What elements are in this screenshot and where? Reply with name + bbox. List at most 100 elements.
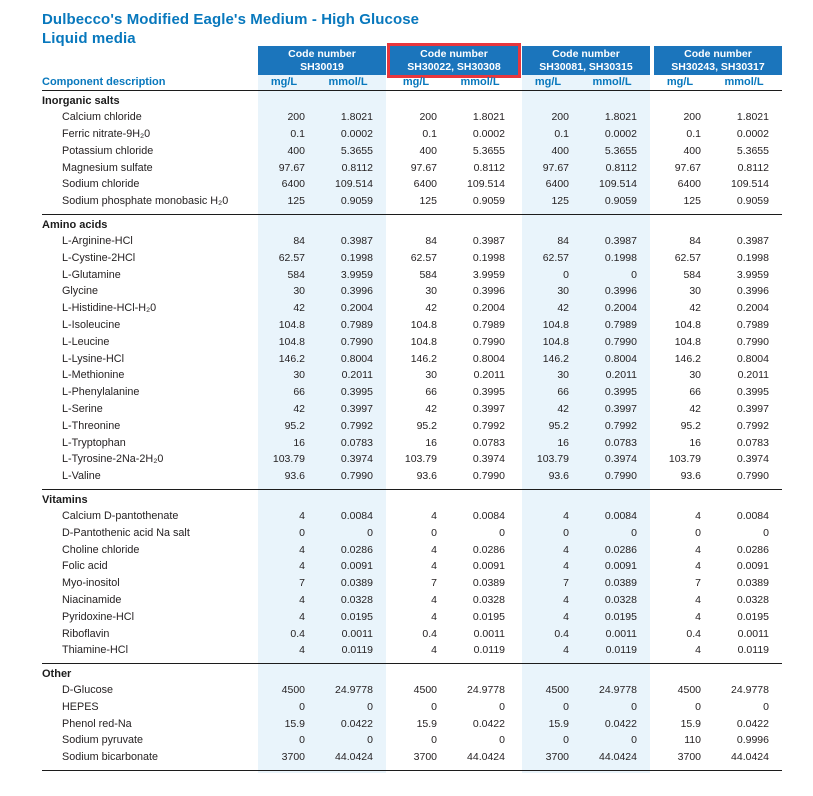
value-cell-mmol: 0.3995 <box>472 386 505 399</box>
value-cell-mg: 93.6 <box>416 470 437 483</box>
unit-header-mmol: mmol/L <box>592 76 632 88</box>
table-subheader-row: Component description mg/L mmol/L mg/L m… <box>42 75 782 91</box>
value-cell-mg: 125 <box>287 195 305 208</box>
component-name-cell: L-Cystine-2HCl <box>62 251 136 264</box>
value-cell-mmol: 0.0091 <box>340 560 373 573</box>
value-cell-mg: 104.8 <box>542 318 569 331</box>
table-section: Other D-Glucose 4500 24.9778 4500 24.9778 4500… <box>42 663 782 766</box>
unit-header-mg: mg/L <box>270 76 298 88</box>
column-group-header-sh30022-sh30308-highlighted: Code number SH30022, SH30308 <box>390 46 518 75</box>
value-cell-mg: 3700 <box>545 751 569 764</box>
value-cell-mg: 0 <box>431 734 437 747</box>
table-row: Sodium chloride 6400 109.514 6400 109.514 640… <box>42 176 782 193</box>
table-row: Myo-inositol 7 0.0389 7 0.0389 7 0.0389 7 0.0389 <box>42 575 782 592</box>
value-cell-mmol: 0.0783 <box>340 436 373 449</box>
value-cell-mmol: 0.9996 <box>736 734 769 747</box>
value-cell-mg: 400 <box>419 144 437 157</box>
value-cell-mmol: 0.0084 <box>736 509 769 522</box>
component-name-cell: Sodium chloride <box>62 178 140 191</box>
value-cell-mg: 200 <box>419 111 437 124</box>
value-cell-mmol: 0.0091 <box>604 560 637 573</box>
table-row: L-Leucine 104.8 0.7990 104.8 0.7990 104.8 0.79… <box>42 334 782 351</box>
value-cell-mmol: 0.7990 <box>472 470 505 483</box>
component-name-cell: L-Threonine <box>62 419 121 432</box>
component-name-cell: Potassium chloride <box>62 144 154 157</box>
table-row: Sodium bicarbonate 3700 44.0424 3700 44.0424… <box>42 749 782 766</box>
value-cell-mmol: 0.0011 <box>473 627 505 640</box>
value-cell-mg: 62.57 <box>410 251 437 264</box>
value-cell-mg: 4500 <box>281 684 305 697</box>
component-name-cell: L-Isoleucine <box>62 318 121 331</box>
value-cell-mg: 104.8 <box>410 318 437 331</box>
value-cell-mmol: 0.0286 <box>472 543 505 556</box>
component-name-cell: Magnesium sulfate <box>62 161 153 174</box>
value-cell-mg: 7 <box>563 577 569 590</box>
table-row: Phenol red-Na 15.9 0.0422 15.9 0.0422 15.9 0.0… <box>42 716 782 733</box>
component-name-cell: Myo-inositol <box>62 577 120 590</box>
value-cell-mg: 30 <box>689 369 701 382</box>
value-cell-mg: 4500 <box>413 684 437 697</box>
value-cell-mmol: 0.8004 <box>604 352 637 365</box>
value-cell-mmol: 0.7989 <box>736 318 769 331</box>
value-cell-mg: 30 <box>689 285 701 298</box>
value-cell-mmol: 5.3655 <box>472 144 505 157</box>
value-cell-mmol: 0.3997 <box>604 402 637 415</box>
value-cell-mg: 400 <box>551 144 569 157</box>
value-cell-mg: 3700 <box>413 751 437 764</box>
value-cell-mmol: 0.1998 <box>736 251 769 264</box>
value-cell-mg: 4 <box>563 593 569 606</box>
value-cell-mg: 84 <box>293 234 305 247</box>
value-cell-mg: 4 <box>695 610 701 623</box>
column-shade-band <box>258 75 386 773</box>
table-row: L-Valine 93.6 0.7990 93.6 0.7990 93.6 0.7990 93… <box>42 468 782 485</box>
value-cell-mmol: 0.9059 <box>340 195 373 208</box>
unit-header-mg: mg/L <box>534 76 562 88</box>
table-row: Choline chloride 4 0.0286 4 0.0286 4 0.0286 4 0.… <box>42 542 782 559</box>
value-cell-mmol: 3.9959 <box>472 268 505 281</box>
table-row: Sodium phosphate monobasic H₂0 125 0.9059 1… <box>42 193 782 210</box>
value-cell-mmol: 1.8021 <box>736 111 769 124</box>
value-cell-mg: 0 <box>299 526 305 539</box>
value-cell-mmol: 0.2004 <box>604 302 637 315</box>
table-row: HEPES 0 0 0 0 0 0 0 0 <box>42 699 782 716</box>
table-section: Vitamins Calcium D-pantothenate 4 0.0084 4 0.… <box>42 488 782 659</box>
value-cell-mmol: 0.3974 <box>604 453 637 466</box>
table-row: L-Tyrosine-2Na-2H₂0 103.79 0.3974 103.79 0.3… <box>42 451 782 468</box>
value-cell-mg: 104.8 <box>674 318 701 331</box>
table-row: L-Isoleucine 104.8 0.7989 104.8 0.7989 104.8 0… <box>42 317 782 334</box>
value-cell-mg: 104.8 <box>410 335 437 348</box>
value-cell-mmol: 0.0195 <box>736 610 769 623</box>
value-cell-mmol: 0.3995 <box>340 386 373 399</box>
component-description-header: Component description <box>42 76 166 88</box>
value-cell-mg: 0.1 <box>290 127 305 140</box>
value-cell-mmol: 0.0422 <box>736 717 769 730</box>
value-cell-mmol: 0.3987 <box>736 234 769 247</box>
value-cell-mmol: 109.514 <box>731 178 769 191</box>
table-row: L-Threonine 95.2 0.7992 95.2 0.7992 95.2 0.799… <box>42 418 782 435</box>
value-cell-mg: 97.67 <box>278 161 305 174</box>
value-cell-mg: 125 <box>419 195 437 208</box>
value-cell-mg: 0 <box>299 700 305 713</box>
value-cell-mmol: 0.3996 <box>736 285 769 298</box>
component-name-cell: Thiamine-HCl <box>62 644 128 657</box>
component-name-cell: Calcium D-pantothenate <box>62 509 179 522</box>
value-cell-mmol: 0.0195 <box>340 610 373 623</box>
value-cell-mg: 42 <box>557 302 569 315</box>
value-cell-mmol: 109.514 <box>467 178 505 191</box>
value-cell-mmol: 0.2011 <box>473 369 505 382</box>
value-cell-mmol: 24.9778 <box>731 684 769 697</box>
value-cell-mg: 4 <box>563 610 569 623</box>
value-cell-mg: 4 <box>563 509 569 522</box>
value-cell-mg: 30 <box>425 369 437 382</box>
value-cell-mmol: 0.2011 <box>341 369 373 382</box>
value-cell-mmol: 0.0084 <box>472 509 505 522</box>
value-cell-mg: 7 <box>431 577 437 590</box>
value-cell-mg: 104.8 <box>674 335 701 348</box>
value-cell-mg: 15.9 <box>416 717 437 730</box>
value-cell-mg: 95.2 <box>680 419 701 432</box>
component-name-cell: Sodium pyruvate <box>62 734 144 747</box>
value-cell-mg: 400 <box>287 144 305 157</box>
component-name-cell: L-Glutamine <box>62 268 121 281</box>
value-cell-mmol: 0.7992 <box>604 419 637 432</box>
